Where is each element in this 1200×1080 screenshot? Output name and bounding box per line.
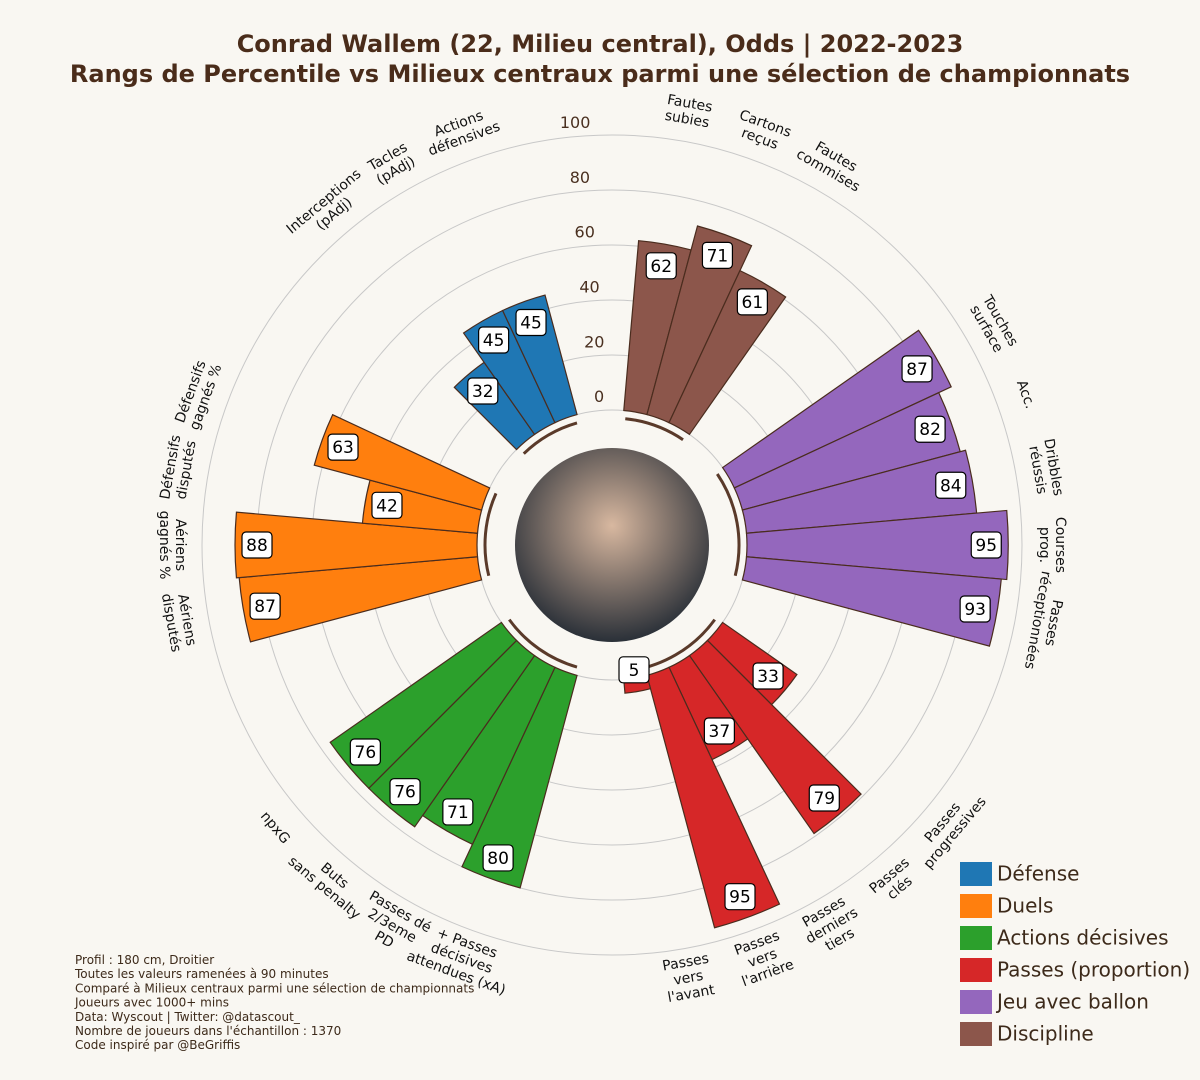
bar bbox=[741, 556, 1002, 647]
category-label-line: Fautes bbox=[666, 92, 714, 116]
value-label-box bbox=[701, 241, 734, 269]
grid-circle bbox=[201, 134, 1023, 956]
value-label-box bbox=[327, 433, 359, 461]
legend-label: Duels bbox=[997, 894, 1053, 918]
value-label-box bbox=[703, 717, 735, 745]
legend-label: Passes (proportion) bbox=[997, 958, 1190, 982]
bar bbox=[721, 329, 952, 489]
value-label-box bbox=[389, 778, 421, 806]
value-label-box bbox=[241, 531, 273, 559]
value-label: 88 bbox=[246, 536, 268, 556]
value-label: 87 bbox=[906, 360, 928, 380]
value-label: 76 bbox=[355, 743, 377, 763]
chart-subtitle: Rangs de Percentile vs Milieux centraux … bbox=[70, 60, 1130, 88]
value-label: 87 bbox=[254, 597, 276, 617]
value-label: 71 bbox=[707, 246, 729, 266]
value-label-box bbox=[645, 252, 677, 280]
r-tick-label: 60 bbox=[575, 223, 595, 242]
value-label-box bbox=[724, 883, 756, 911]
bar bbox=[646, 225, 753, 424]
value-label: 45 bbox=[483, 331, 505, 351]
legend-swatch bbox=[960, 862, 992, 886]
footer-note: Code inspiré par @BeGriffis bbox=[75, 1038, 240, 1052]
group-arc bbox=[522, 421, 578, 455]
r-tick-label: 80 bbox=[570, 168, 590, 187]
value-label: 32 bbox=[472, 382, 494, 402]
r-tick-label: 40 bbox=[579, 277, 599, 296]
group-arc bbox=[716, 473, 741, 577]
footer-note: Comparé à Milieux centraux parmi une sél… bbox=[75, 981, 474, 995]
value-label-box bbox=[970, 531, 1002, 559]
player-photo bbox=[515, 448, 709, 642]
value-label: 80 bbox=[487, 849, 509, 869]
value-label: 79 bbox=[813, 789, 835, 809]
value-label-box bbox=[371, 491, 403, 519]
value-label-box bbox=[959, 595, 991, 623]
value-label-box bbox=[349, 738, 381, 766]
value-label: 95 bbox=[729, 888, 751, 908]
footer-note: Profil : 180 cm, Droitier bbox=[75, 953, 214, 967]
group-arc bbox=[483, 492, 498, 577]
value-label-box bbox=[482, 844, 514, 872]
bar bbox=[461, 666, 578, 889]
value-label-box bbox=[618, 656, 650, 684]
value-label: 71 bbox=[447, 803, 469, 823]
value-label: 5 bbox=[629, 661, 640, 681]
value-label-box bbox=[914, 415, 946, 443]
value-label: 84 bbox=[940, 476, 962, 496]
category-label-line: subies bbox=[664, 108, 711, 132]
value-label: 61 bbox=[742, 293, 764, 313]
legend-label: Défense bbox=[997, 862, 1079, 886]
r-tick-label: 20 bbox=[584, 332, 604, 351]
category-label-line: prog. bbox=[1036, 527, 1052, 563]
value-label: 42 bbox=[376, 496, 398, 516]
value-label-box bbox=[442, 798, 474, 826]
value-label-box bbox=[901, 355, 933, 383]
value-label: 93 bbox=[964, 600, 986, 620]
value-label-box bbox=[808, 784, 840, 812]
value-label-box bbox=[515, 308, 547, 337]
r-tick-label: 100 bbox=[560, 113, 591, 132]
category-label: Coursesprog. bbox=[1036, 517, 1068, 573]
footer-note: Joueurs avec 1000+ mins bbox=[74, 996, 229, 1010]
category-label-line: Aériens bbox=[172, 519, 188, 571]
legend-swatch bbox=[960, 926, 992, 950]
category-label-line: Courses bbox=[1052, 517, 1068, 573]
category-label: Fautessubies bbox=[663, 92, 713, 131]
legend-swatch bbox=[960, 990, 992, 1014]
legend-swatch bbox=[960, 1022, 992, 1046]
bar bbox=[234, 511, 479, 579]
value-label: 37 bbox=[709, 722, 731, 742]
value-label: 62 bbox=[650, 257, 672, 277]
category-label-line: gagnés % bbox=[156, 511, 172, 580]
value-label: 63 bbox=[332, 438, 354, 458]
value-label-box bbox=[249, 592, 281, 620]
value-label: 33 bbox=[757, 667, 779, 687]
chart-title: Conrad Wallem (22, Milieu central), Odds… bbox=[237, 30, 964, 58]
r-tick-label: 0 bbox=[594, 387, 604, 406]
legend-swatch bbox=[960, 894, 992, 918]
legend-swatch bbox=[960, 958, 992, 982]
category-label: Aériensgagnés % bbox=[156, 511, 188, 580]
value-label: 95 bbox=[975, 536, 997, 556]
footer-note: Nombre de joueurs dans l'échantillon : 1… bbox=[75, 1024, 341, 1038]
group-arc bbox=[625, 417, 684, 441]
value-label-box bbox=[736, 288, 768, 316]
bar bbox=[646, 666, 781, 929]
legend-label: Jeu avec ballon bbox=[995, 990, 1149, 1014]
legend-label: Discipline bbox=[997, 1022, 1094, 1046]
value-label-box bbox=[935, 471, 967, 499]
footer-note: Data: Wyscout | Twitter: @datascout_ bbox=[75, 1010, 301, 1024]
footer-note: Toutes les valeurs ramenées à 90 minutes bbox=[74, 967, 329, 981]
value-label-box bbox=[752, 662, 784, 690]
value-label-box bbox=[467, 377, 499, 405]
value-label: 76 bbox=[394, 783, 416, 803]
group-arc bbox=[508, 618, 578, 669]
category-label-line: vers bbox=[672, 968, 704, 989]
value-label: 45 bbox=[520, 314, 542, 334]
value-label: 82 bbox=[919, 420, 941, 440]
legend-label: Actions décisives bbox=[997, 926, 1169, 950]
value-label-box bbox=[478, 326, 510, 354]
